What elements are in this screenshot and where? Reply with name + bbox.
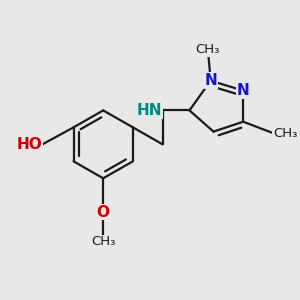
Text: O: O [97,205,110,220]
Text: N: N [204,73,217,88]
Text: CH₃: CH₃ [91,236,116,248]
Text: HN: HN [137,103,163,118]
Text: CH₃: CH₃ [273,127,297,140]
Text: HO: HO [17,137,42,152]
Text: CH₃: CH₃ [196,43,220,56]
Text: N: N [237,83,250,98]
